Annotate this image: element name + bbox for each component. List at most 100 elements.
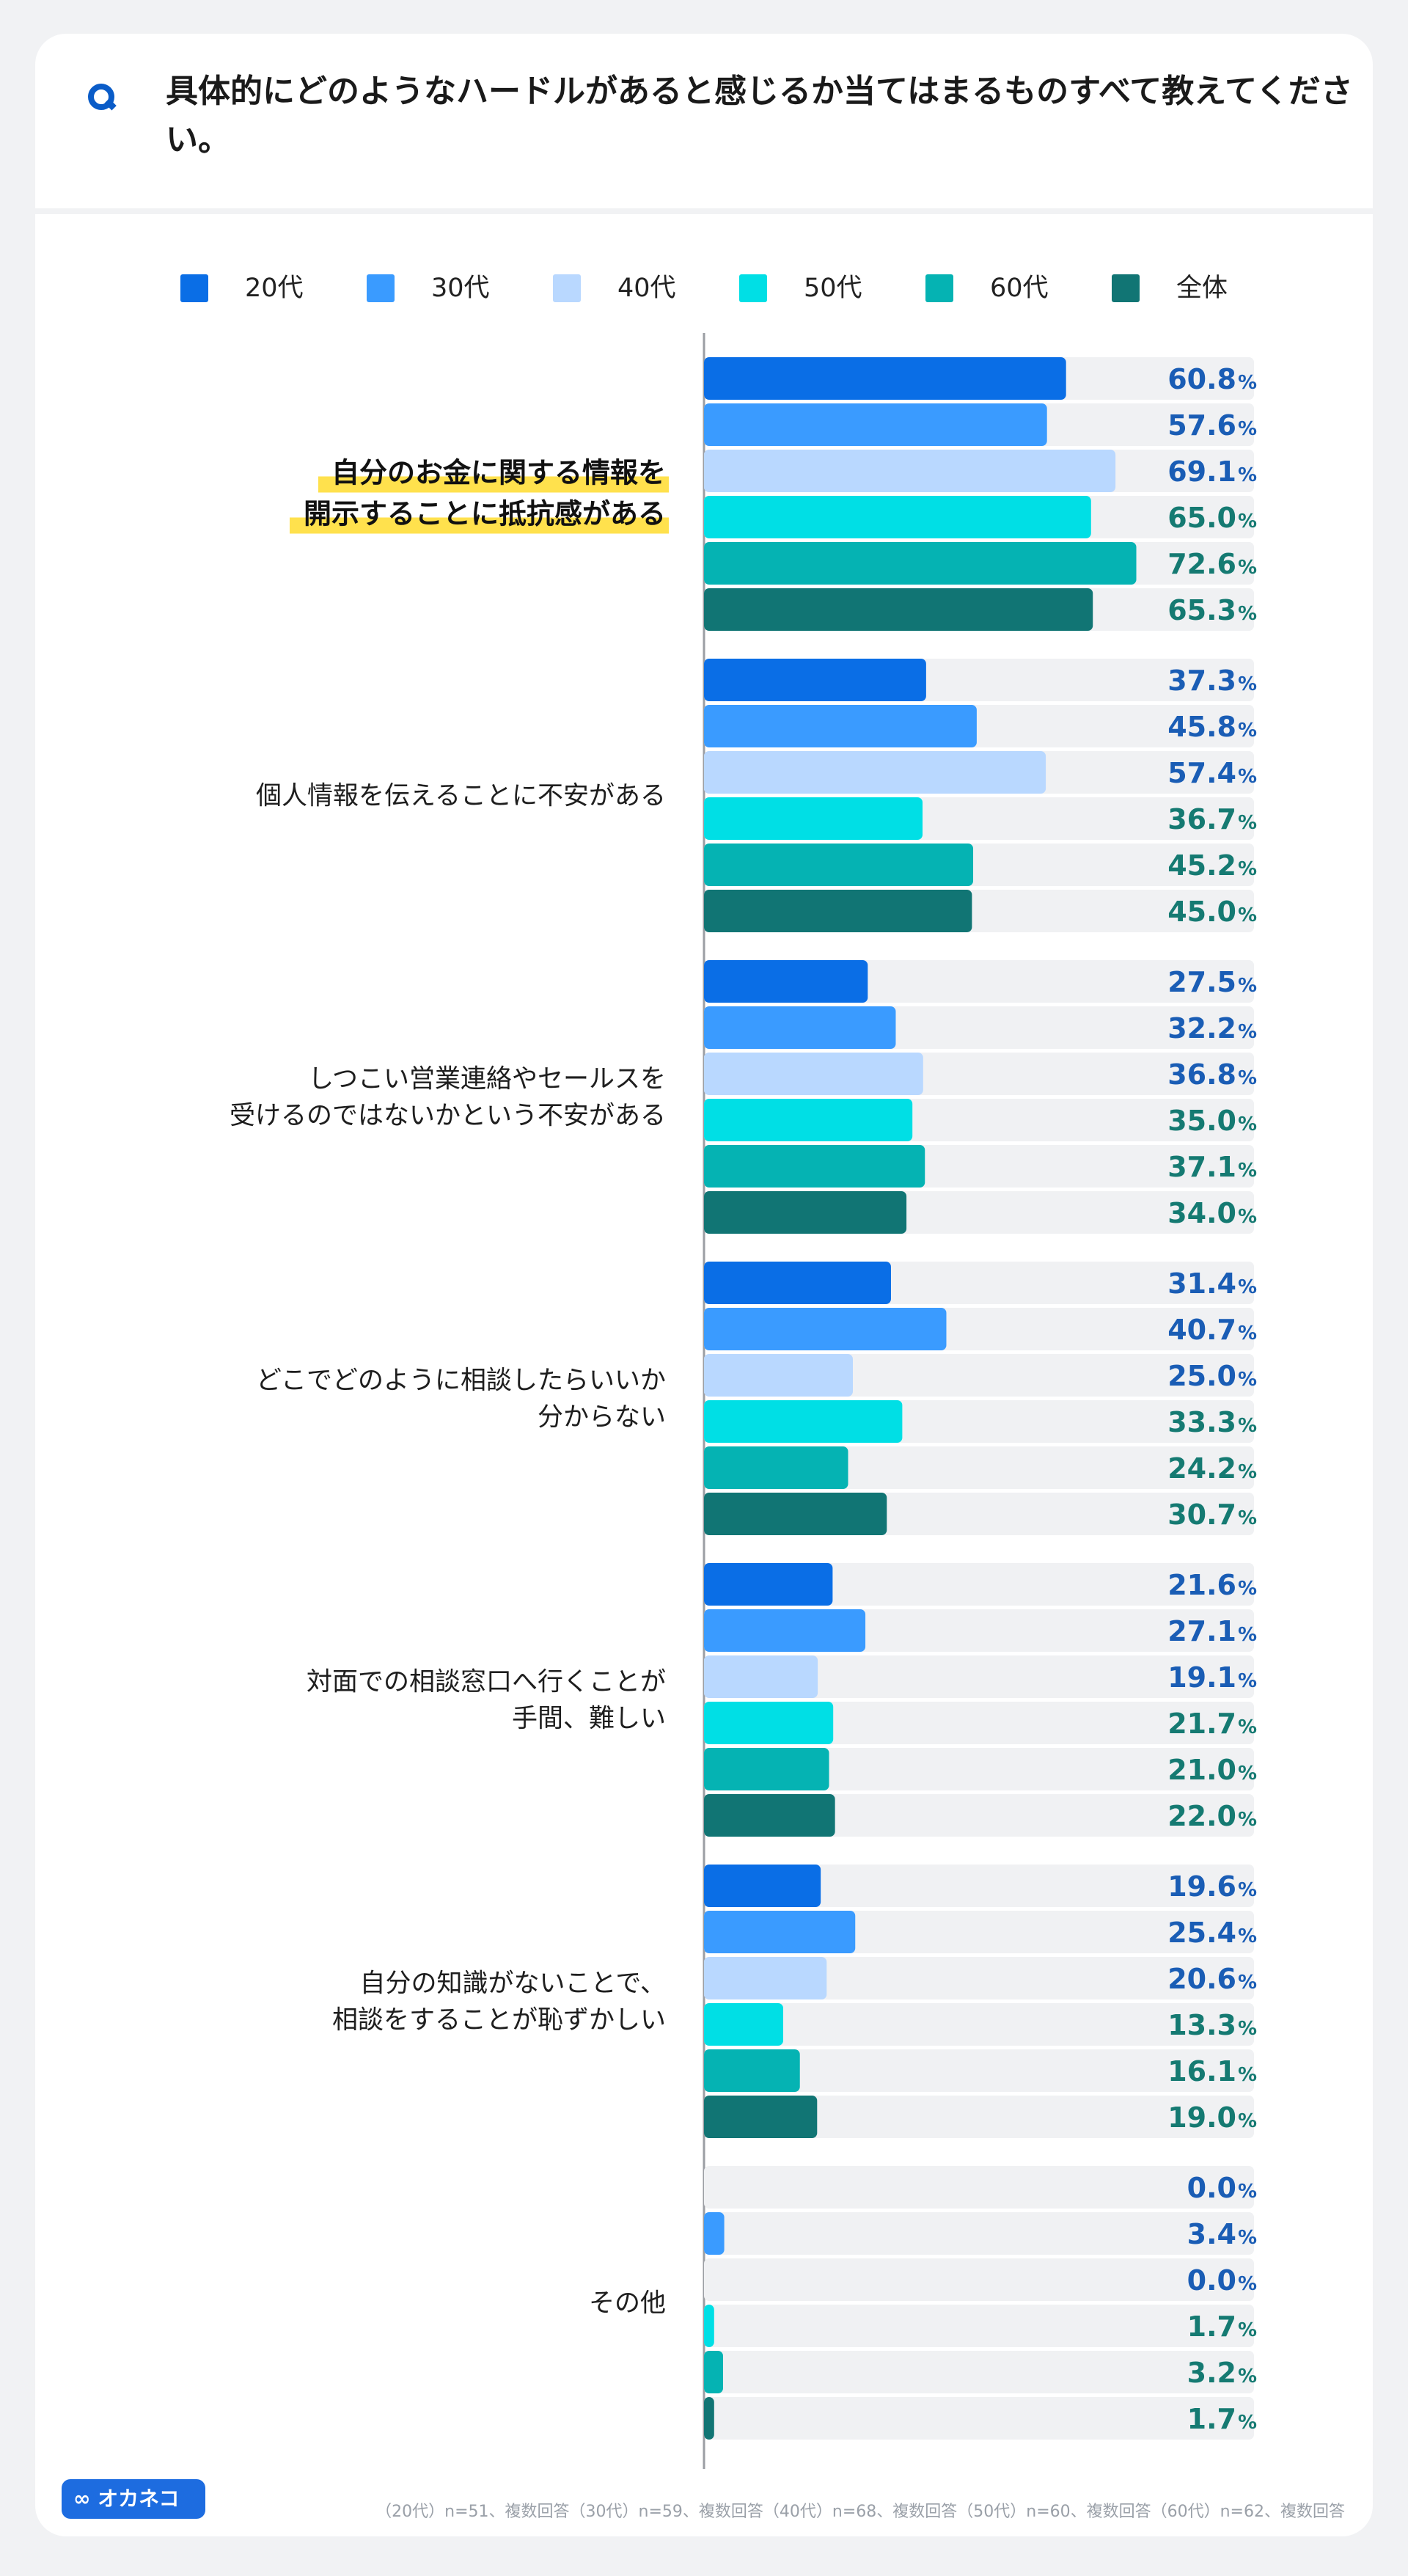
value-label: 25.4 xyxy=(1167,1917,1236,1949)
category-label: その他 xyxy=(589,2289,666,2319)
percent-sign: % xyxy=(1238,1763,1257,1785)
value-label: 21.0 xyxy=(1167,1754,1236,1786)
percent-sign: % xyxy=(1238,418,1257,440)
value-label: 36.7 xyxy=(1167,803,1236,835)
bar-30代 xyxy=(704,1911,856,1953)
percent-sign: % xyxy=(1238,1716,1257,1738)
value-label: 0.0 xyxy=(1187,2264,1236,2297)
bar-全体 xyxy=(704,890,972,932)
percent-sign: % xyxy=(1238,2273,1257,2295)
percent-sign: % xyxy=(1238,2110,1257,2132)
percent-sign: % xyxy=(1238,1322,1257,1344)
percent-sign: % xyxy=(1238,858,1257,880)
value-label: 27.1 xyxy=(1167,1615,1236,1647)
question-text: 具体的にどのようなハードルがあると感じるか当てはまるものすべて教えてください。 xyxy=(166,73,1353,158)
percent-sign: % xyxy=(1238,2412,1257,2434)
okaneko-logo: ∞ オカネコ xyxy=(62,2479,205,2519)
bar-track xyxy=(704,1748,1254,1790)
legend-swatch xyxy=(925,274,953,302)
bar-50代 xyxy=(704,2003,783,2046)
bar-20代 xyxy=(704,960,868,1003)
percent-sign: % xyxy=(1238,1507,1257,1529)
legend-label: 50代 xyxy=(804,274,862,303)
percent-sign: % xyxy=(1238,511,1257,533)
category-label: 相談をすることが恥ずかしい xyxy=(332,2006,666,2035)
bar-track xyxy=(704,1702,1254,1744)
value-label: 19.6 xyxy=(1167,1870,1236,1903)
bar-60代 xyxy=(704,2049,800,2092)
bar-全体 xyxy=(704,588,1093,631)
legend-label: 60代 xyxy=(990,274,1049,303)
label-highlight xyxy=(290,517,669,534)
percent-sign: % xyxy=(1238,766,1257,788)
bar-40代 xyxy=(704,1053,923,1095)
value-label: 13.3 xyxy=(1167,2009,1236,2041)
percent-sign: % xyxy=(1238,1578,1257,1600)
category-label: 個人情報を伝えることに不安がある xyxy=(256,782,666,811)
bar-20代 xyxy=(704,659,926,701)
bar-60代 xyxy=(704,1145,925,1188)
category-label: 自分のお金に関する情報を xyxy=(331,457,666,489)
bar-track xyxy=(704,1957,1254,1999)
value-label: 27.5 xyxy=(1167,966,1236,998)
bar-全体 xyxy=(704,1493,887,1535)
percent-sign: % xyxy=(1238,1021,1257,1043)
percent-sign: % xyxy=(1238,372,1257,394)
category-group-7: 0.0 %3.4 %0.0 %1.7 %3.2 %1.7 %その他 xyxy=(589,2166,1257,2440)
value-label: 30.7 xyxy=(1167,1499,1236,1531)
value-label: 21.6 xyxy=(1167,1569,1236,1601)
bar-30代 xyxy=(704,403,1047,446)
bar-track xyxy=(704,1655,1254,1698)
bar-60代 xyxy=(704,542,1137,585)
value-label: 65.0 xyxy=(1167,502,1236,534)
bar-40代 xyxy=(704,751,1046,794)
bar-track xyxy=(704,2397,1254,2440)
bar-20代 xyxy=(704,1262,891,1304)
bar-track xyxy=(704,2258,1254,2301)
bar-track xyxy=(704,2049,1254,2092)
bar-30代 xyxy=(704,1006,896,1049)
q-mark-icon xyxy=(88,84,117,111)
category-label: どこでどのように相談したらいいか xyxy=(256,1366,666,1396)
bar-track xyxy=(704,1865,1254,1907)
legend-swatch xyxy=(367,274,395,302)
percent-sign: % xyxy=(1238,1415,1257,1437)
sample-footnote: （20代）n=51、複数回答（30代）n=59、複数回答（40代）n=68、複数… xyxy=(375,2503,1345,2521)
category-label: 受けるのではないかという不安がある xyxy=(230,1102,666,1131)
value-label: 37.1 xyxy=(1167,1151,1236,1183)
legend-swatch xyxy=(739,274,767,302)
legend-swatch xyxy=(180,274,208,302)
legend-label: 20代 xyxy=(245,274,304,303)
value-label: 1.7 xyxy=(1187,2403,1236,2435)
bar-50代 xyxy=(704,1400,903,1443)
bar-chart: 60.8 %57.6 %69.1 %65.0 %72.6 %65.3 %自分のお金に関する情… xyxy=(230,333,1257,2469)
category-label: 対面での相談窓口へ行くことが xyxy=(307,1668,666,1697)
value-label: 16.1 xyxy=(1167,2055,1236,2087)
percent-sign: % xyxy=(1238,1206,1257,1228)
percent-sign: % xyxy=(1238,1276,1257,1298)
value-label: 34.0 xyxy=(1167,1197,1236,1229)
percent-sign: % xyxy=(1238,2319,1257,2341)
percent-sign: % xyxy=(1238,2064,1257,2086)
category-label: 開示することに抵抗感がある xyxy=(304,498,666,530)
bar-50代 xyxy=(704,797,923,840)
category-group-3: 27.5 %32.2 %36.8 %35.0 %37.1 %34.0 %しつこい営業連絡やセ… xyxy=(230,960,1257,1234)
bar-40代 xyxy=(704,1655,818,1698)
percent-sign: % xyxy=(1238,1369,1257,1391)
legend-label: 全体 xyxy=(1176,274,1228,303)
percent-sign: % xyxy=(1238,2365,1257,2387)
percent-sign: % xyxy=(1238,557,1257,579)
percent-sign: % xyxy=(1238,1809,1257,1831)
legend-label: 40代 xyxy=(617,274,676,303)
percent-sign: % xyxy=(1238,1113,1257,1135)
category-label: しつこい営業連絡やセールスを xyxy=(308,1065,666,1094)
question-header xyxy=(35,34,1373,214)
value-label: 57.4 xyxy=(1167,757,1236,789)
bar-track xyxy=(704,2305,1254,2347)
bar-全体 xyxy=(704,1794,835,1837)
value-label: 22.0 xyxy=(1167,1800,1236,1832)
value-label: 3.4 xyxy=(1187,2218,1236,2250)
bar-全体 xyxy=(704,2397,714,2440)
percent-sign: % xyxy=(1238,904,1257,926)
bar-20代 xyxy=(704,1563,833,1606)
